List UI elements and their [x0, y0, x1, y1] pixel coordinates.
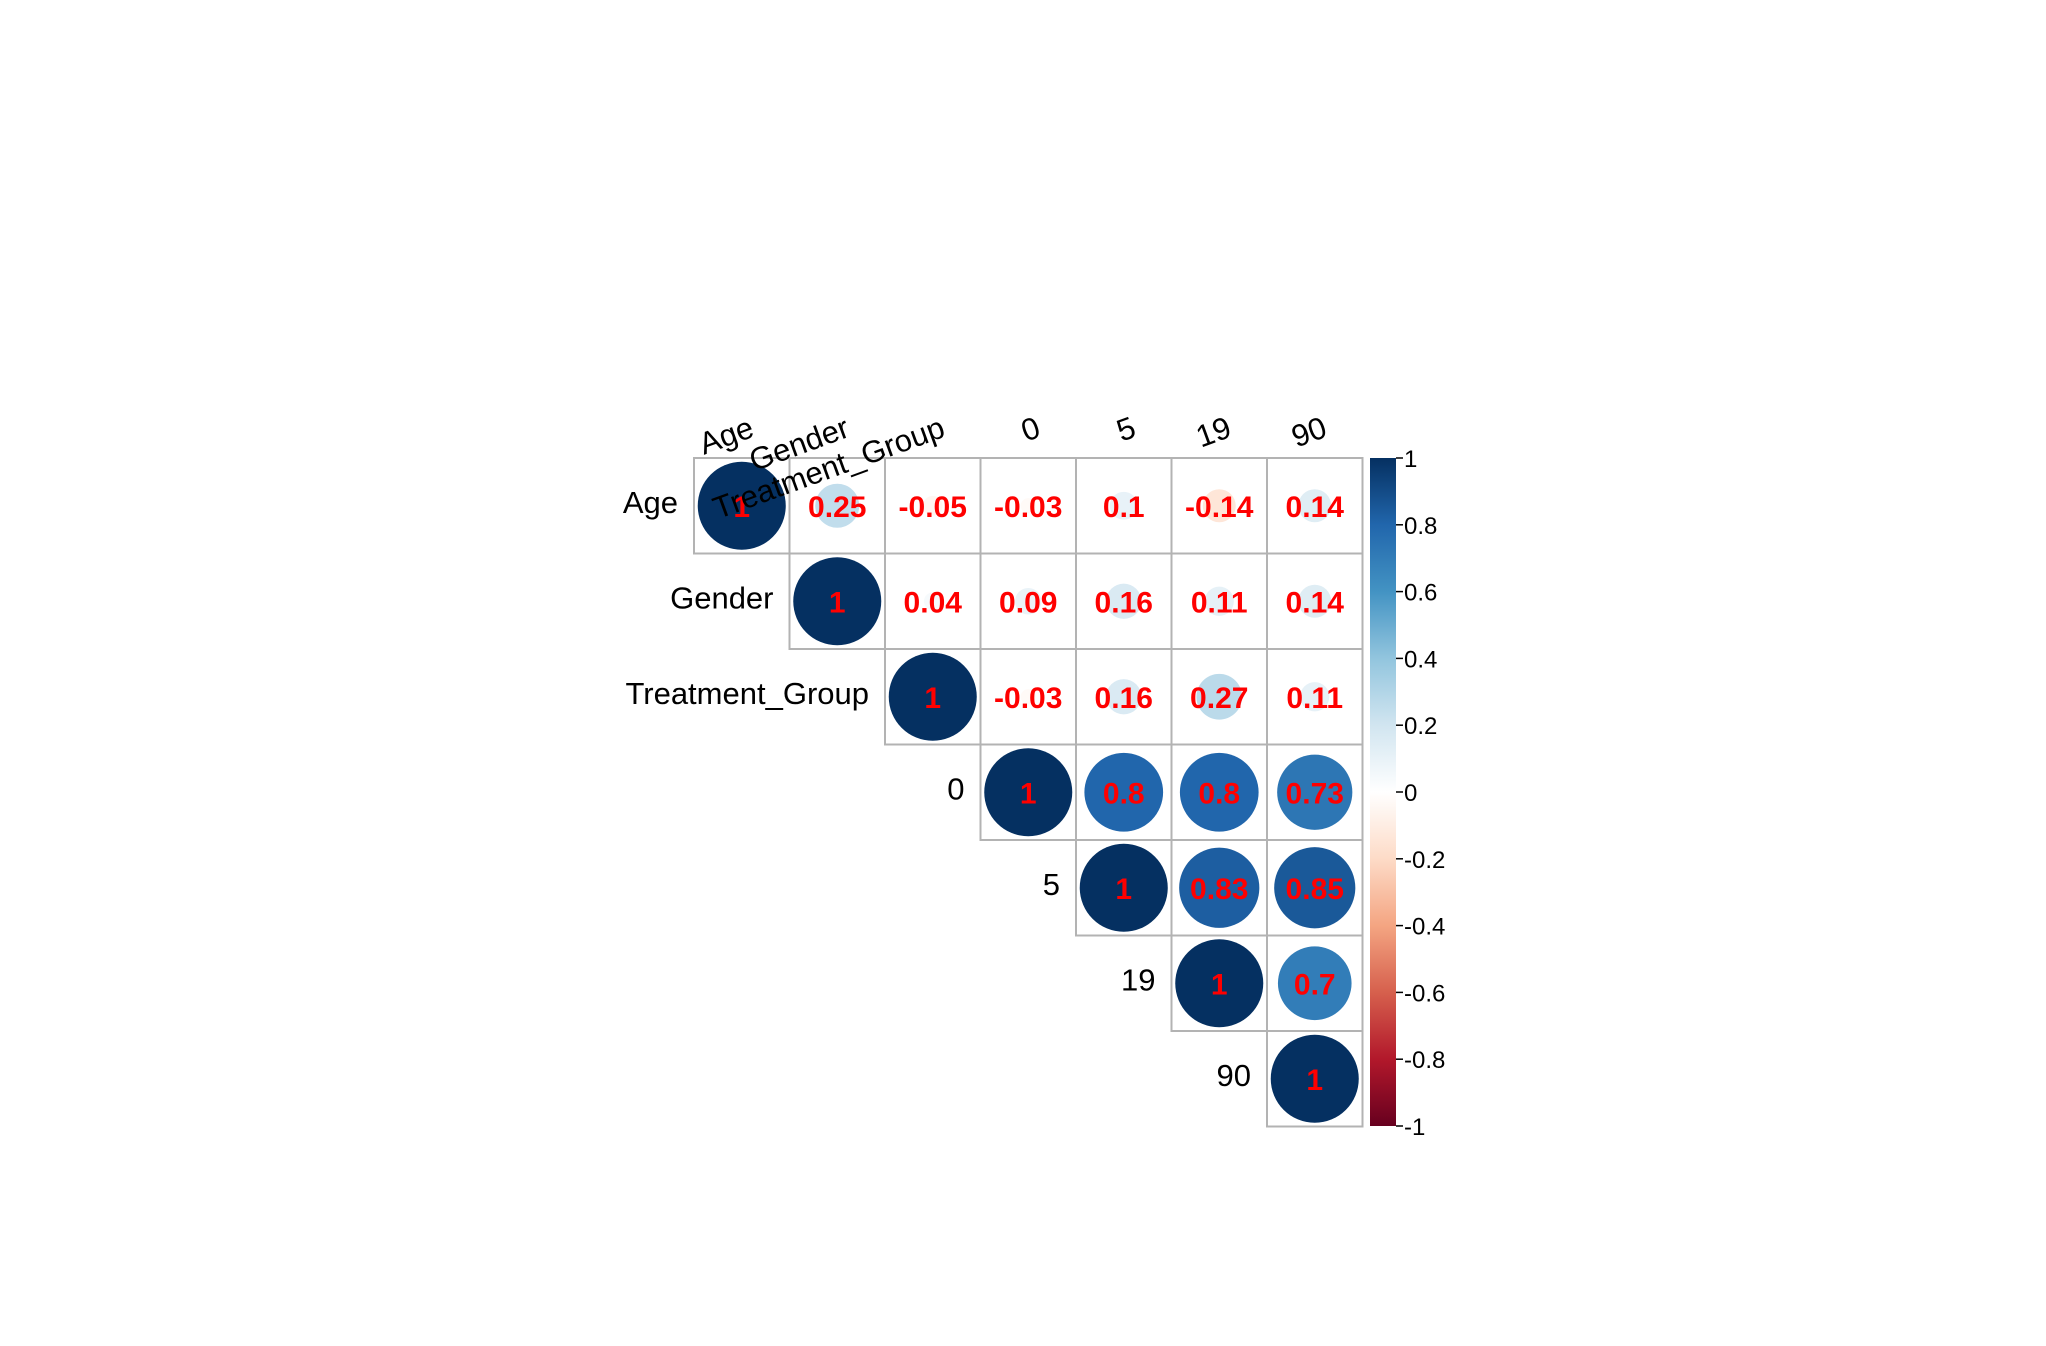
colorbar-tick-label: 0.4: [1404, 646, 1437, 673]
colorbar-tick-label: -0.4: [1404, 914, 1445, 941]
circle-gender-gender: [793, 557, 882, 646]
colorbar-tick-label: 1: [1404, 446, 1417, 473]
coef-label-0-90: 0.73: [1286, 777, 1344, 810]
circle-treatment-group-19: [1196, 673, 1243, 720]
circle-90-90: [1270, 1034, 1359, 1123]
row-labels: Age Gender Treatment_Group 0 5 19 90: [623, 485, 1251, 1093]
circle-0-0: [984, 748, 1073, 837]
circle-0-90: [1277, 754, 1353, 830]
coef-label-treatment-group-0: -0.03: [994, 682, 1062, 715]
coef-label-gender-5: 0.16: [1095, 586, 1153, 619]
coef-label-5-5: 1: [1115, 873, 1132, 906]
coef-label-5-90: 0.85: [1286, 873, 1344, 906]
circle-5-5: [1079, 843, 1168, 932]
colorbar-tick-label: 0.6: [1404, 580, 1437, 607]
row-label-19: 19: [1121, 962, 1155, 997]
row-label-5: 5: [1043, 867, 1060, 902]
coef-label-0-19: 0.8: [1198, 777, 1240, 810]
coef-label-age-0: -0.03: [994, 491, 1062, 524]
row-label-gender: Gender: [670, 580, 773, 615]
coef-label-90-90: 1: [1306, 1064, 1323, 1097]
coef-label-age-19: -0.14: [1185, 491, 1254, 524]
coef-label-5-19: 0.83: [1190, 873, 1248, 906]
coef-label-0-5: 0.8: [1103, 777, 1145, 810]
circle-gender-0: [1015, 588, 1042, 615]
circle-treatment-group-5: [1106, 679, 1142, 715]
cell-90-90: [1266, 1030, 1364, 1128]
colorbar-tick-label: -1: [1404, 1114, 1425, 1141]
coef-label-19-90: 0.7: [1294, 968, 1336, 1001]
circle-5-19: [1179, 847, 1260, 928]
colorbar-tick-label: -0.6: [1404, 980, 1445, 1007]
colorbar: 1 0.8 0.6 0.4 0.2 0 -0.2 -0.4 -0.6 -0.8 -1: [1370, 446, 1445, 1141]
circle-treatment-group-treatment-group: [888, 652, 977, 741]
colorbar-gradient: [1370, 458, 1396, 1126]
circle-age-90: [1298, 489, 1332, 523]
coef-label-treatment-group-5: 0.16: [1095, 682, 1153, 715]
row-label-treatment-group: Treatment_Group: [625, 676, 869, 711]
circle-gender-19: [1204, 586, 1234, 616]
colorbar-tick-label: 0.8: [1404, 513, 1437, 540]
circle-age-age: [697, 461, 786, 550]
row-label-0: 0: [947, 771, 964, 806]
row-label-90: 90: [1217, 1058, 1251, 1093]
circle-0-5: [1084, 752, 1164, 832]
circle-gender-treatment-group: [923, 592, 942, 611]
coef-label-treatment-group-treatment-group: 1: [924, 682, 941, 715]
circle-0-19: [1179, 752, 1259, 832]
circle-gender-90: [1298, 584, 1332, 618]
coef-label-age-90: 0.14: [1286, 491, 1345, 524]
circle-age-5: [1109, 491, 1138, 520]
circle-19-90: [1277, 946, 1352, 1021]
colorbar-tick-label: 0.2: [1404, 713, 1437, 740]
colorbar-tick-label: -0.2: [1404, 847, 1445, 874]
coef-label-0-0: 1: [1020, 777, 1037, 810]
circle-treatment-group-0: [1020, 689, 1036, 705]
colorbar-tick-label: -0.8: [1404, 1047, 1445, 1074]
circle-gender-5: [1106, 583, 1142, 619]
colorbar-tick-label: 0: [1404, 780, 1417, 807]
matrix-cells: 1 0.25 -0.05 -0.03 0.1 -0.14 0.14 1 0.04 0.09 0.16…: [693, 457, 1364, 1128]
coef-label-gender-0: 0.09: [999, 586, 1057, 619]
circle-age-19: [1202, 489, 1236, 523]
circle-age-treatment-group: [922, 495, 943, 516]
circle-treatment-group-90: [1300, 682, 1330, 712]
coef-label-gender-19: 0.11: [1191, 586, 1248, 619]
coef-label-treatment-group-90: 0.11: [1286, 682, 1343, 715]
coef-label-gender-treatment-group: 0.04: [904, 586, 963, 619]
coef-label-age-gender: 0.25: [808, 491, 866, 524]
circle-19-19: [1175, 939, 1264, 1028]
circle-age-0: [1020, 498, 1036, 514]
coef-label-gender-90: 0.14: [1286, 586, 1345, 619]
circle-age-gender: [815, 483, 860, 528]
coef-label-age-treatment-group: -0.05: [899, 491, 967, 524]
coef-label-gender-gender: 1: [829, 586, 846, 619]
coef-label-age-5: 0.1: [1103, 491, 1145, 524]
coef-label-age-age: 1: [733, 491, 750, 524]
row-label-age: Age: [623, 485, 678, 520]
coef-label-treatment-group-19: 0.27: [1190, 682, 1248, 715]
coef-label-19-19: 1: [1211, 968, 1228, 1001]
circle-5-90: [1274, 847, 1356, 929]
